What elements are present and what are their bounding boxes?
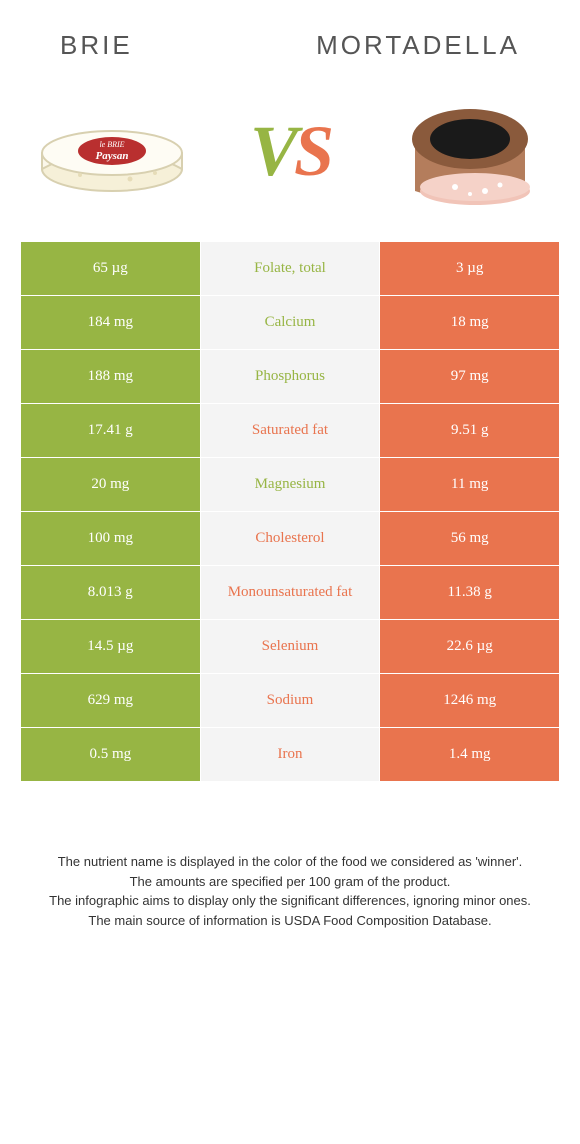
table-row: 8.013 gMonounsaturated fat11.38 g [21,566,560,620]
nutrient-left-value: 184 mg [21,296,201,350]
nutrient-label: Selenium [200,620,380,674]
nutrient-label: Saturated fat [200,404,380,458]
table-row: 14.5 µgSelenium22.6 µg [21,620,560,674]
images-row: le BRIE Paysan VS [0,81,580,241]
table-row: 17.41 gSaturated fat9.51 g [21,404,560,458]
footnote-line: The main source of information is USDA F… [30,911,550,931]
left-food-name: Brie [60,30,133,61]
nutrient-right-value: 11 mg [380,458,560,512]
nutrient-right-value: 18 mg [380,296,560,350]
nutrient-right-value: 1.4 mg [380,728,560,782]
nutrient-left-value: 17.41 g [21,404,201,458]
nutrient-right-value: 97 mg [380,350,560,404]
footnote-line: The amounts are specified per 100 gram o… [30,872,550,892]
table-row: 629 mgSodium1246 mg [21,674,560,728]
nutrient-right-value: 56 mg [380,512,560,566]
right-food-name: Mortadella [316,30,520,61]
brie-image: le BRIE Paysan [30,91,195,211]
table-row: 188 mgPhosphorus97 mg [21,350,560,404]
nutrient-left-value: 65 µg [21,242,201,296]
table-row: 0.5 mgIron1.4 mg [21,728,560,782]
vs-label: VS [250,110,330,193]
nutrient-right-value: 11.38 g [380,566,560,620]
table-row: 100 mgCholesterol56 mg [21,512,560,566]
nutrient-label: Folate, total [200,242,380,296]
nutrient-left-value: 188 mg [21,350,201,404]
nutrient-left-value: 14.5 µg [21,620,201,674]
nutrient-label: Magnesium [200,458,380,512]
nutrient-right-value: 1246 mg [380,674,560,728]
nutrient-left-value: 0.5 mg [21,728,201,782]
nutrient-label: Calcium [200,296,380,350]
footnote-line: The infographic aims to display only the… [30,891,550,911]
table-row: 184 mgCalcium18 mg [21,296,560,350]
nutrient-label: Phosphorus [200,350,380,404]
footnote-line: The nutrient name is displayed in the co… [30,852,550,872]
vs-v: V [250,111,294,191]
table-row: 20 mgMagnesium11 mg [21,458,560,512]
table-row: 65 µgFolate, total3 µg [21,242,560,296]
nutrient-right-value: 9.51 g [380,404,560,458]
nutrient-table: 65 µgFolate, total3 µg184 mgCalcium18 mg… [20,241,560,782]
nutrient-right-value: 3 µg [380,242,560,296]
svg-text:Paysan: Paysan [96,150,129,162]
svg-text:le BRIE: le BRIE [99,140,124,149]
nutrient-label: Sodium [200,674,380,728]
nutrient-label: Monounsaturated fat [200,566,380,620]
nutrient-left-value: 20 mg [21,458,201,512]
nutrient-right-value: 22.6 µg [380,620,560,674]
nutrient-label: Iron [200,728,380,782]
nutrient-left-value: 8.013 g [21,566,201,620]
nutrient-left-value: 629 mg [21,674,201,728]
footnote: The nutrient name is displayed in the co… [30,852,550,930]
nutrient-label: Cholesterol [200,512,380,566]
header-row: Brie Mortadella [0,0,580,81]
mortadella-image [385,91,550,211]
nutrient-left-value: 100 mg [21,512,201,566]
vs-s: S [294,111,330,191]
